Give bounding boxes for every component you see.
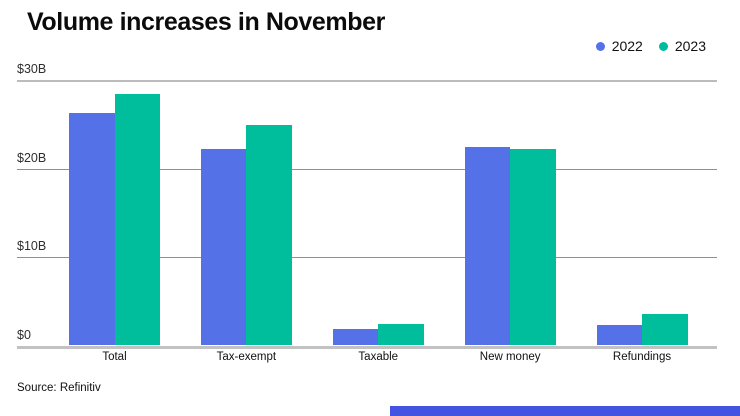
chart-title: Volume increases in November	[27, 8, 385, 36]
legend-label-2022: 2022	[611, 38, 643, 54]
gridline-20b	[17, 168, 717, 170]
bar-2022-tax-exempt[interactable]	[200, 149, 247, 346]
bar-2023-new-money[interactable]	[510, 149, 556, 346]
y-axis-tick-0: $0	[17, 327, 31, 342]
legend-item-2022[interactable]: 2022	[595, 38, 643, 54]
legend-dot-2023-icon	[658, 41, 668, 51]
x-axis-label-tax-exempt: Tax-exempt	[216, 351, 277, 363]
bar-2023-taxable[interactable]	[378, 324, 424, 346]
bar-2022-total[interactable]	[69, 112, 115, 346]
bottom-accent-bar	[390, 406, 740, 416]
bar-2022-refundings[interactable]	[596, 325, 642, 346]
gridline-10b	[17, 257, 717, 258]
legend-dot-2022-icon	[595, 41, 605, 51]
bar-2022-new-money[interactable]	[464, 147, 511, 346]
y-axis-tick-10b: $10B	[17, 239, 47, 253]
y-axis-tick-20b: $20B	[17, 150, 47, 165]
bar-2023-refundings[interactable]	[642, 313, 688, 346]
x-axis-label-taxable: Taxable	[358, 351, 399, 363]
y-axis-tick-30b: $30B	[17, 62, 47, 76]
bar-2023-total[interactable]	[114, 94, 160, 346]
legend-item-2023[interactable]: 2023	[658, 38, 706, 54]
gridline-0	[17, 345, 717, 349]
x-axis-label-total: Total	[102, 351, 127, 363]
source-note: Source: Refinitiv	[17, 382, 101, 394]
bar-2022-taxable[interactable]	[332, 328, 379, 346]
x-axis-label-new-money: New money	[479, 351, 541, 363]
legend: 2022 2023	[595, 38, 706, 54]
gridline-30b	[17, 80, 717, 82]
bar-2023-tax-exempt[interactable]	[246, 125, 292, 346]
x-axis-label-refundings: Refundings	[612, 351, 672, 363]
legend-label-2023: 2023	[674, 38, 706, 54]
